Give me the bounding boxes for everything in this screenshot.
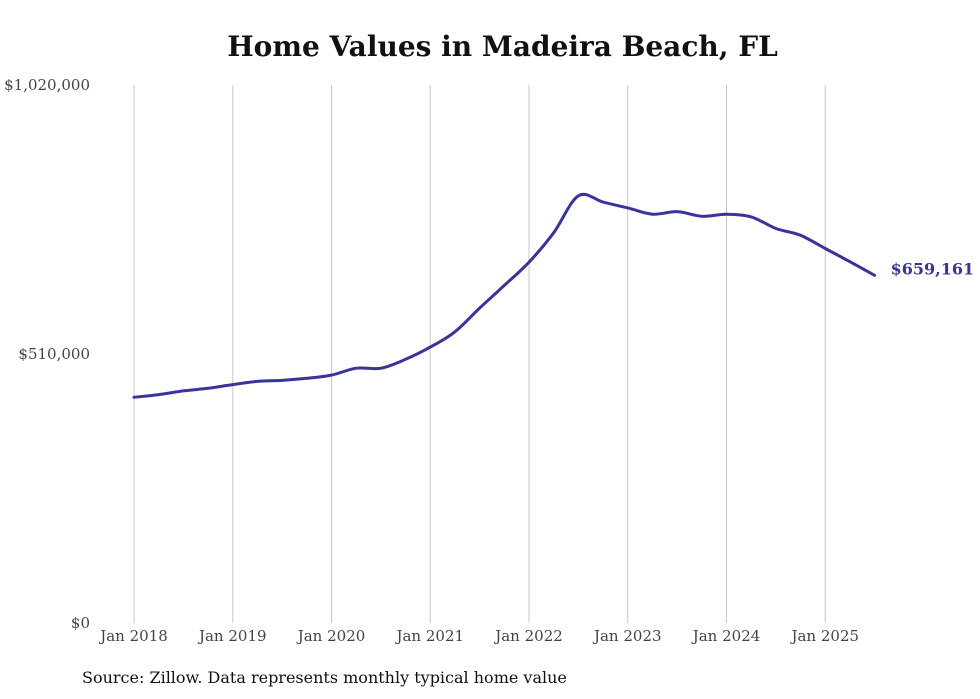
y-tick-label: $510,000 [18,345,90,363]
y-axis-ticks: $0 $510,000 $1,020,000 [4,76,90,632]
x-tick-label: Jan 2025 [789,627,859,645]
y-tick-label: $0 [71,614,90,632]
x-tick-label: Jan 2020 [296,627,366,645]
chart-title: Home Values in Madeira Beach, FL [227,30,778,63]
x-axis-ticks: Jan 2018 Jan 2019 Jan 2020 Jan 2021 Jan 2022… [98,627,859,645]
x-tick-label: Jan 2018 [98,627,168,645]
x-tick-label: Jan 2023 [592,627,662,645]
source-note: Source: Zillow. Data represents monthly … [82,668,567,687]
series-line-home-value [132,192,877,399]
x-tick-label: Jan 2021 [394,627,464,645]
x-tick-label: Jan 2019 [197,627,267,645]
y-tick-label: $1,020,000 [4,76,90,94]
end-value-label: $659,161 [891,259,975,278]
x-tick-label: Jan 2022 [493,627,563,645]
x-tick-label: Jan 2024 [691,627,761,645]
grid-lines [133,85,826,623]
